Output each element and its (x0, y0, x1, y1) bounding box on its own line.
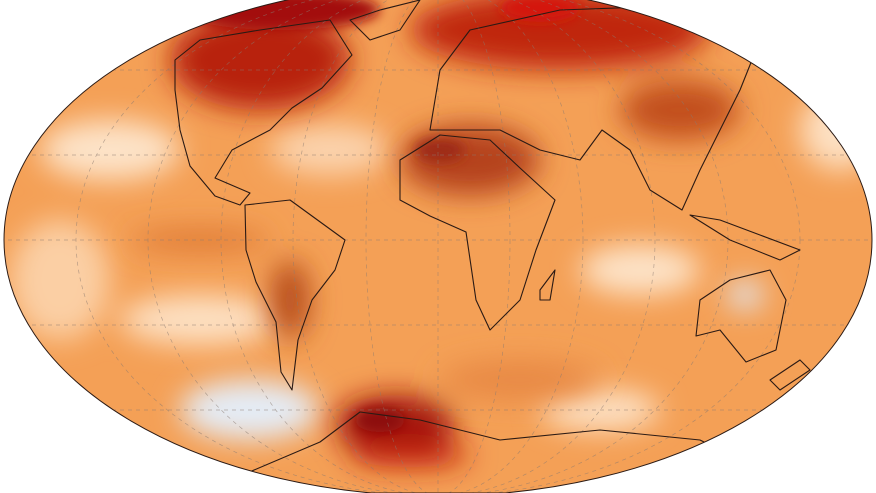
coastlines (174, 0, 811, 493)
globe-border (3, 0, 873, 493)
